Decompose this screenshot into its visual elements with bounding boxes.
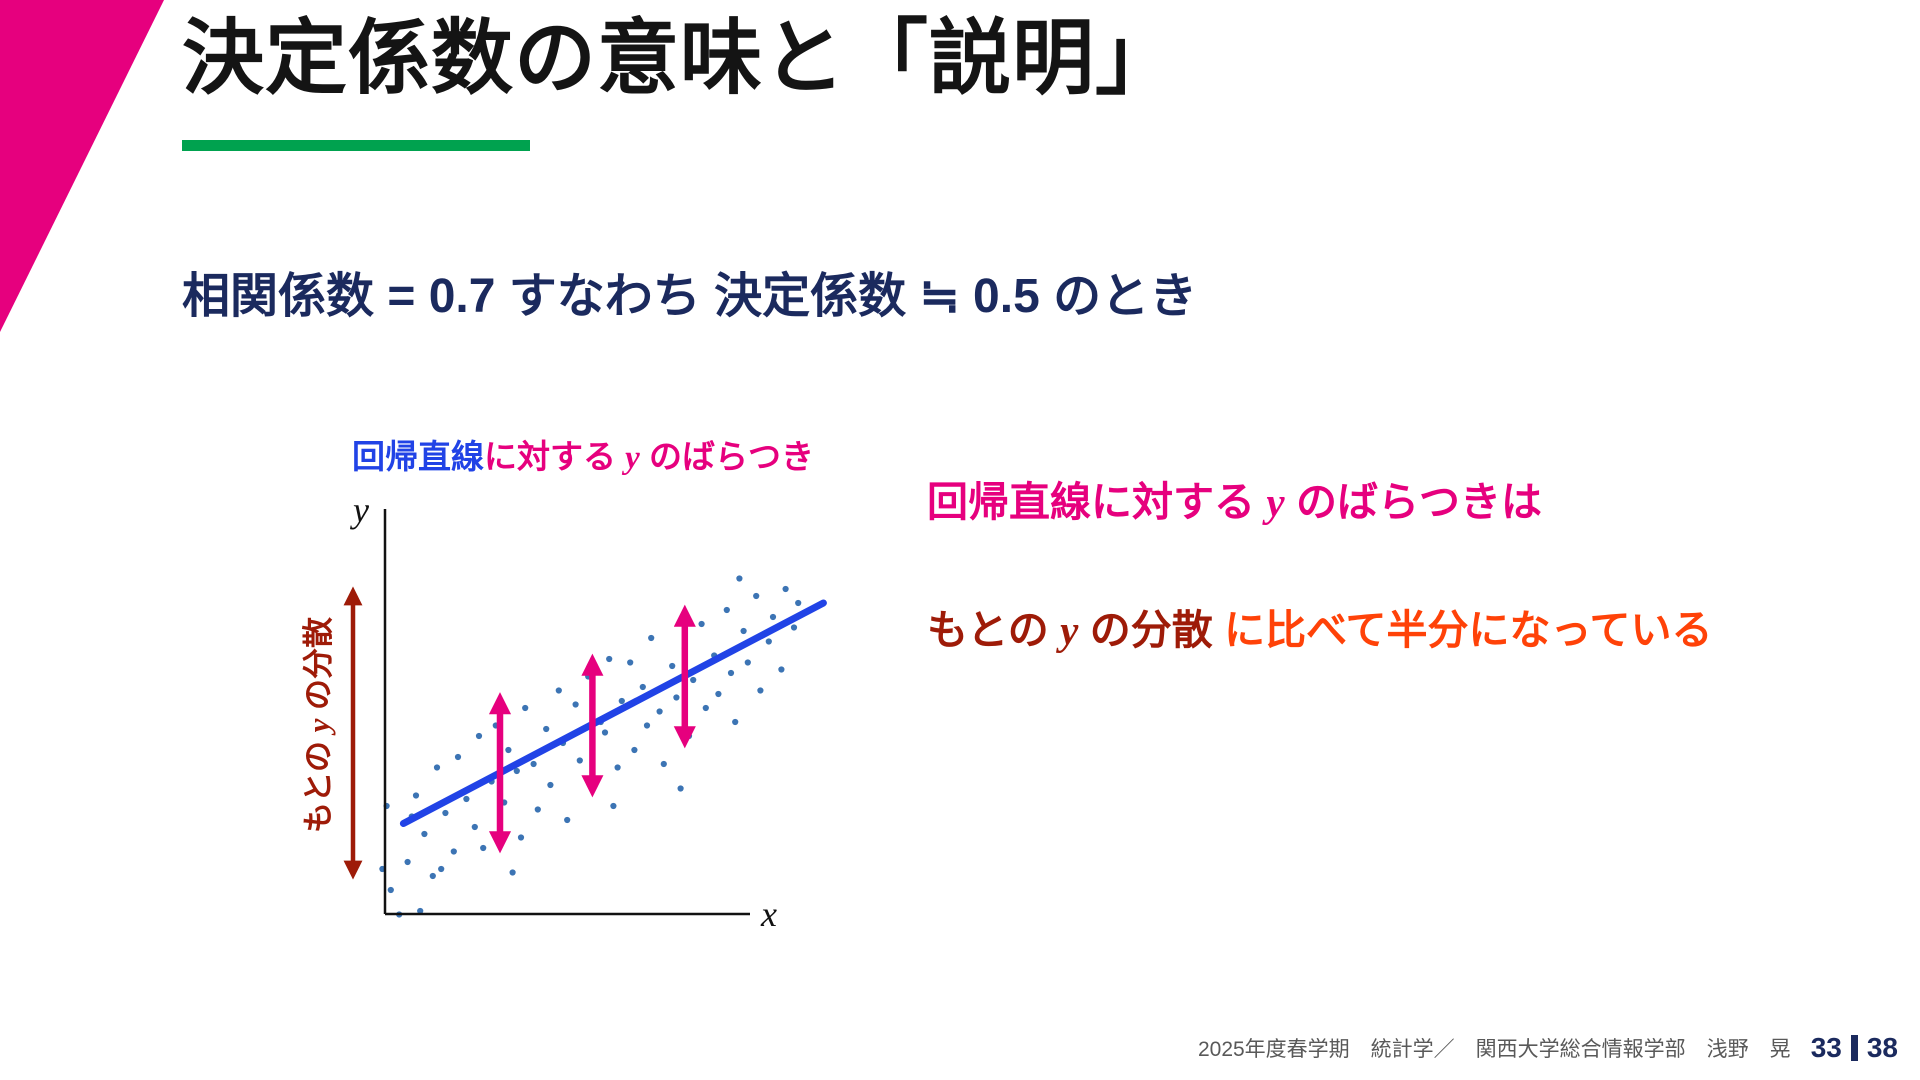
scatter-point [618, 697, 625, 705]
scatter-point [778, 666, 785, 673]
title-underline [182, 140, 530, 151]
page-separator-bar [1850, 1035, 1858, 1061]
scatter-point [471, 823, 478, 831]
page-indicator: 33 38 [1811, 1032, 1898, 1064]
scatter-point [601, 729, 609, 736]
line2-mid: の分散 [1078, 607, 1213, 653]
scatter-point [643, 722, 651, 729]
scatter-point [639, 683, 646, 691]
scatter-point [475, 732, 483, 740]
variance-label-tail: の分散 [301, 616, 336, 719]
scatter-point [698, 620, 705, 628]
scatter-point [648, 634, 655, 642]
variance-label-y-symbol: y [301, 718, 336, 733]
scatter-point [517, 834, 525, 841]
line1-lead: 回帰直線に対する [927, 479, 1267, 525]
scatter-point [417, 907, 424, 915]
line2-y-symbol: y [1060, 607, 1079, 653]
scatter-point [727, 669, 735, 677]
scatter-point [463, 795, 470, 803]
scatter-point [669, 662, 676, 670]
scatter-point [740, 627, 747, 635]
scatter-point [572, 701, 579, 708]
chart-caption-tail: のばらつき [639, 438, 814, 475]
line1-tail: のばらつきは [1284, 479, 1542, 525]
scatter-point [534, 806, 541, 813]
scatter-point [782, 585, 789, 593]
residual-arrows-layer [488, 604, 696, 854]
variance-label: もとの y の分散 [293, 555, 336, 895]
scatter-point [442, 809, 449, 817]
scatter-point [790, 624, 798, 631]
scatter-point [480, 844, 487, 852]
scatter-point [387, 886, 394, 894]
line1-y-symbol: y [1266, 479, 1285, 525]
scatter-point [656, 708, 663, 715]
scatter-point [744, 659, 751, 666]
chart-caption-y-symbol: y [625, 440, 640, 476]
footer-credit: 2025年度春学期 統計学／ 関西大学総合情報学部 浅野 晃 [1197, 1038, 1791, 1061]
line2-lead: もとの [927, 607, 1061, 653]
line2-tail: に比べて半分になっている [1212, 607, 1713, 653]
footer: 2025年度春学期 統計学／ 関西大学総合情報学部 浅野 晃 33 38 [1198, 1032, 1898, 1064]
scatter-point [769, 613, 777, 621]
scatter-point [421, 830, 428, 838]
scatter-point [513, 767, 520, 775]
scatter-point [732, 718, 739, 726]
scatter-point [757, 687, 764, 694]
y-axis-label: y [350, 490, 369, 530]
scatter-point [606, 655, 613, 663]
subtitle: 相関係数 = 0.7 すなわち 決定係数 ≒ 0.5 のとき [182, 270, 1198, 323]
page-total: 38 [1866, 1032, 1898, 1063]
scatter-point [765, 638, 772, 645]
scatter-point [530, 760, 537, 768]
scatter-point [555, 687, 562, 694]
scatter-point [677, 785, 684, 792]
explanation-line2: もとの y の分散 に比べて半分になっている [927, 596, 1712, 656]
scatter-point [404, 858, 411, 866]
corner-accent-shape [0, 0, 164, 332]
scatter-plot: y x [343, 490, 827, 934]
scatter-point [429, 872, 436, 880]
scatter-point [450, 848, 457, 855]
scatter-point [753, 592, 760, 600]
regression-line [399, 599, 827, 827]
scatter-point [610, 802, 617, 810]
scatter-point [660, 760, 667, 768]
scatter-point [723, 606, 730, 614]
scatter-point [522, 704, 529, 712]
scatter-point [564, 816, 571, 824]
scatter-point [576, 757, 583, 764]
slide-title: 決定係数の意味と「説明」 [182, 13, 1179, 104]
scatter-point [627, 659, 634, 666]
scatter-point [433, 764, 441, 771]
explanation-line1: 回帰直線に対する y のばらつきは [927, 468, 1542, 528]
scatter-point [631, 746, 638, 754]
page-current: 33 [1810, 1032, 1842, 1063]
scatter-point [547, 781, 554, 789]
scatter-point [673, 694, 680, 701]
scatter-point [505, 746, 512, 754]
chart-caption-middle: に対する [484, 438, 626, 475]
scatter-point [412, 792, 420, 799]
scatter-point [614, 764, 621, 771]
scatter-point [795, 599, 802, 607]
x-axis-label: x [760, 894, 777, 934]
scatter-point [543, 725, 550, 733]
chart-caption: 回帰直線に対する y のばらつき [352, 430, 814, 478]
scatter-point [454, 753, 462, 761]
chart-caption-regression: 回帰直線 [352, 438, 484, 475]
scatter-point [438, 865, 445, 873]
scatter-point [736, 575, 743, 582]
scatter-point [715, 690, 722, 698]
scatter-point [509, 869, 516, 876]
variance-label-lead: もとの [301, 732, 336, 834]
scatter-point [690, 676, 697, 684]
scatter-point [702, 704, 709, 712]
